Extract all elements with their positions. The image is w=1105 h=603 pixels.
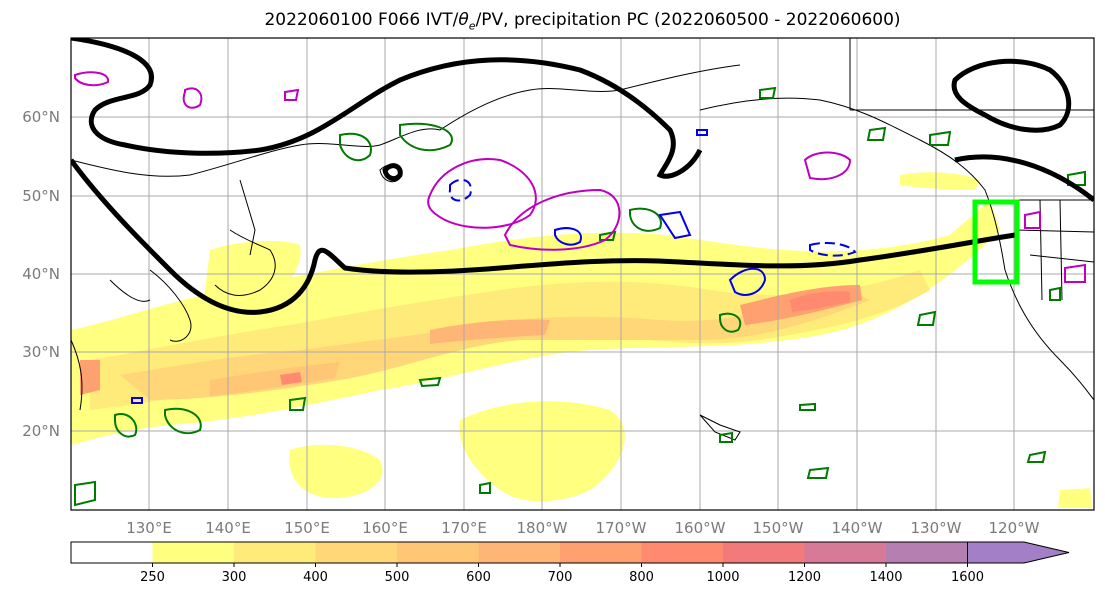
colorbar-swatch	[397, 542, 479, 563]
colorbar-swatch	[641, 542, 723, 563]
colorbar: 250 300 400 500 600 700 800 1000 1200 1400 1600	[70, 541, 1070, 585]
lat-label: 40°N	[22, 265, 60, 283]
colorbar-swatch	[71, 542, 153, 563]
lat-label: 50°N	[22, 187, 60, 205]
pv-contours	[74, 71, 1086, 404]
colorbar-tick-label: 1000	[706, 570, 739, 585]
lon-label: 180°W	[517, 519, 568, 537]
colorbar-tick-label: 700	[548, 570, 573, 585]
colorbar-swatch	[886, 542, 968, 563]
lon-label: 130°W	[911, 519, 962, 537]
colorbar-swatch	[478, 542, 560, 563]
precip-contours	[74, 86, 1086, 507]
colorbar-swatch	[315, 542, 397, 563]
lon-label: 170°E	[441, 519, 487, 537]
colorbar-tick-label: 1200	[788, 570, 821, 585]
colorbar-swatch	[152, 542, 234, 563]
lat-labels: 60°N 50°N 40°N 30°N 20°N	[22, 108, 60, 440]
lon-label: 160°W	[675, 519, 726, 537]
lat-label: 30°N	[22, 343, 60, 361]
map-title: 2022060100 F066 IVT/θe/PV, precipitation…	[264, 10, 901, 33]
lon-label: 130°E	[126, 519, 172, 537]
colorbar-tick-label: 1600	[951, 570, 984, 585]
lon-label: 140°E	[205, 519, 251, 537]
colorbar-swatch	[560, 542, 642, 563]
colorbar-border	[70, 541, 968, 564]
colorbar-tick-label: 800	[629, 570, 654, 585]
lat-label: 60°N	[22, 108, 60, 126]
colorbar-tick-label: 400	[303, 570, 328, 585]
lon-label: 150°E	[284, 519, 330, 537]
colorbar-swatch	[234, 542, 316, 563]
lon-label: 120°W	[989, 519, 1040, 537]
colorbar-swatches	[70, 541, 1070, 564]
colorbar-swatch	[804, 542, 886, 563]
map-border	[70, 37, 1095, 511]
target-region-box	[972, 199, 1020, 285]
graticule	[71, 38, 1094, 510]
colorbar-tick-label: 500	[385, 570, 410, 585]
lat-label: 20°N	[22, 422, 60, 440]
colorbar-tick-label: 300	[222, 570, 247, 585]
lon-label: 160°E	[362, 519, 408, 537]
colorbar-tick-label: 600	[466, 570, 491, 585]
lon-labels: 130°E 140°E 150°E 160°E 170°E 180°W 170°…	[126, 519, 1039, 537]
colorbar-tick-label: 1400	[869, 570, 902, 585]
lon-label: 150°W	[753, 519, 804, 537]
colorbar-extend-arrow	[967, 541, 1070, 564]
colorbar-ticks: 250 300 400 500 600 700 800 1000 1200 1400 1600	[140, 563, 984, 585]
lon-label: 170°W	[596, 519, 647, 537]
lon-label: 140°W	[832, 519, 883, 537]
colorbar-swatch	[723, 542, 805, 563]
theta-e-contour	[71, 38, 1094, 315]
colorbar-tick-label: 250	[140, 570, 165, 585]
